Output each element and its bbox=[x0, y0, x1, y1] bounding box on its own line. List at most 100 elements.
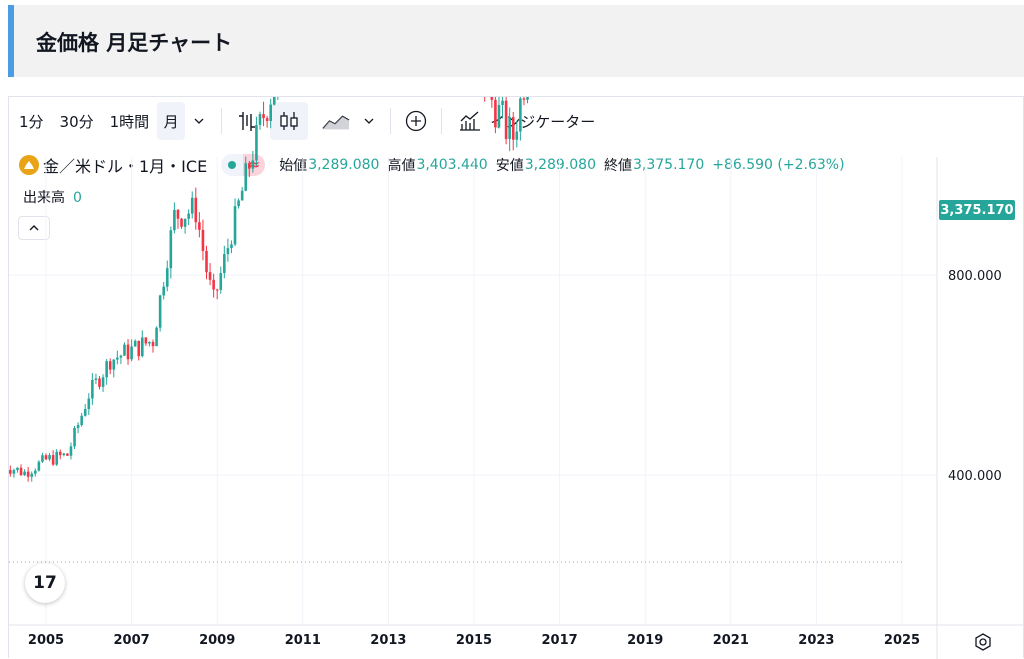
interval-30m-button[interactable]: 30分 bbox=[54, 102, 100, 140]
interval-label: 月 bbox=[163, 112, 179, 131]
toolbar-divider bbox=[441, 108, 443, 134]
tradingview-logo[interactable]: 17 bbox=[25, 563, 65, 603]
candle-body bbox=[26, 471, 30, 477]
candle-body bbox=[173, 209, 176, 231]
candle-body bbox=[144, 337, 148, 344]
candle-body bbox=[101, 377, 105, 387]
candle-body bbox=[255, 124, 258, 161]
candle-body bbox=[265, 118, 269, 121]
candle-body bbox=[201, 229, 205, 251]
interval-month-button[interactable]: 月 bbox=[157, 102, 186, 140]
candle-body bbox=[226, 248, 230, 255]
last-price-tag: 3,375.170 bbox=[939, 200, 1015, 220]
candle-body bbox=[73, 427, 76, 447]
candle-body bbox=[244, 163, 248, 191]
indicators-icon bbox=[460, 111, 481, 131]
candle-body bbox=[183, 218, 187, 227]
time-tick-label: 2025 bbox=[884, 633, 920, 648]
candle-body bbox=[130, 346, 133, 360]
interval-1m-button[interactable]: 1分 bbox=[13, 102, 50, 140]
candle-body bbox=[51, 455, 55, 465]
candle-chart-type-button[interactable] bbox=[270, 102, 309, 140]
candle-body bbox=[526, 97, 529, 100]
candle-body bbox=[208, 272, 212, 280]
candle-body bbox=[19, 467, 23, 476]
candle-body bbox=[219, 273, 223, 290]
candle-body bbox=[48, 455, 51, 460]
price-tick-label: 400.000 bbox=[948, 469, 1002, 484]
interval-1h-button[interactable]: 1時間 bbox=[104, 102, 156, 140]
candle-body bbox=[508, 117, 511, 140]
candle-body bbox=[158, 295, 162, 328]
candle-body bbox=[205, 250, 208, 273]
candle-body bbox=[258, 114, 262, 125]
interval-label: 30分 bbox=[59, 112, 94, 131]
compare-symbol-button[interactable] bbox=[399, 102, 433, 140]
settings-icon[interactable] bbox=[973, 632, 993, 652]
candle-body bbox=[504, 100, 508, 140]
candle-body bbox=[133, 340, 137, 347]
open-value: 3,289.080 bbox=[308, 157, 380, 173]
interval-label: 1時間 bbox=[109, 112, 150, 131]
candle-body bbox=[9, 470, 12, 474]
close-value: 3,375.170 bbox=[632, 157, 705, 173]
candle-body bbox=[262, 114, 265, 119]
candle-body bbox=[515, 131, 519, 140]
candle-body bbox=[155, 327, 158, 347]
bar-chart-type-button[interactable] bbox=[230, 102, 264, 140]
candle-body bbox=[80, 415, 83, 426]
candle-body bbox=[272, 97, 276, 105]
candle-body bbox=[62, 453, 66, 456]
page-title: 金価格 月足チャート bbox=[36, 31, 233, 55]
collapse-legend-button[interactable] bbox=[18, 216, 50, 240]
time-tick-label: 2009 bbox=[199, 633, 235, 648]
candle-body bbox=[180, 218, 183, 227]
candle-body bbox=[116, 357, 119, 360]
candle-body bbox=[91, 379, 94, 399]
candle-body bbox=[194, 197, 198, 223]
candle-body bbox=[501, 100, 504, 106]
candle-body bbox=[98, 378, 101, 387]
symbol-name[interactable]: 金／米ドル・1月・ICE bbox=[43, 157, 208, 176]
interval-dropdown-button[interactable] bbox=[185, 102, 213, 140]
open-label: 始値 bbox=[279, 158, 308, 174]
candle-body bbox=[148, 341, 151, 344]
chart-type-dropdown-button[interactable] bbox=[356, 102, 382, 140]
candle-body bbox=[269, 104, 272, 121]
area-chart-icon bbox=[322, 115, 350, 130]
time-tick-label: 2007 bbox=[114, 633, 150, 648]
page-header: 金価格 月足チャート bbox=[8, 5, 1024, 77]
candle-body bbox=[230, 244, 233, 249]
candle-body bbox=[162, 286, 165, 296]
volume-value: 0 bbox=[73, 190, 82, 206]
candle-body bbox=[66, 453, 69, 456]
candle-body bbox=[223, 254, 226, 274]
candle-body bbox=[16, 467, 19, 471]
toolbar-divider bbox=[221, 108, 223, 134]
bars-icon bbox=[239, 112, 256, 131]
low-value: 3,289.080 bbox=[524, 157, 596, 173]
toolbar-divider bbox=[390, 108, 392, 134]
candle-body bbox=[522, 98, 526, 100]
candle-body bbox=[58, 451, 62, 456]
candle-body bbox=[198, 222, 201, 230]
candle-body bbox=[248, 163, 251, 169]
candle-body bbox=[44, 455, 48, 460]
candle-body bbox=[151, 341, 155, 347]
market-status-pill[interactable]: ≈ bbox=[221, 154, 266, 176]
candlestick-icon bbox=[280, 112, 298, 130]
candle-body bbox=[187, 213, 190, 219]
candle-body bbox=[112, 359, 116, 370]
candle-body bbox=[137, 340, 141, 357]
candle-body bbox=[55, 451, 58, 465]
price-tick-label: 800.000 bbox=[948, 269, 1002, 284]
time-tick-label: 2005 bbox=[28, 633, 64, 648]
delayed-data-icon: ≈ bbox=[243, 154, 266, 176]
high-value: 3,403.440 bbox=[416, 157, 488, 173]
price-chart[interactable]: 3,600.0003,200.0002,800.0002,400.0002,00… bbox=[9, 97, 1023, 659]
gold-symbol-icon bbox=[19, 155, 39, 175]
candle-body bbox=[497, 105, 501, 128]
low-label: 安値 bbox=[495, 158, 524, 174]
candle-body bbox=[251, 160, 255, 169]
area-chart-type-button[interactable] bbox=[316, 102, 356, 140]
